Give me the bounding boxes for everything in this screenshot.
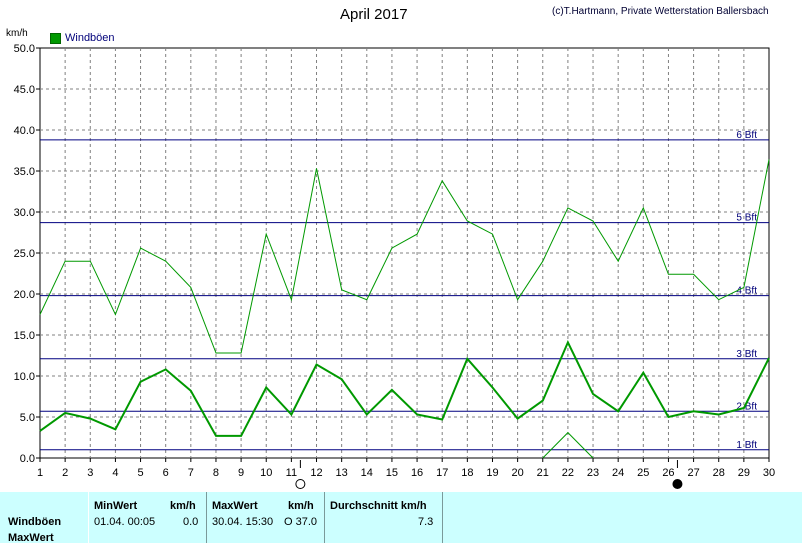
x-tick-label: 8 bbox=[213, 467, 219, 479]
wind-gust-chart: 0.0 5.0 10.0 15.0 20.0 25.0 30.0 35.0 40.0 45.0 50… bbox=[14, 43, 775, 489]
x-tick-label: 29 bbox=[738, 467, 750, 479]
x-tick-label: 3 bbox=[87, 467, 93, 479]
y-tick-label: 10.0 bbox=[14, 371, 35, 383]
beaufort-label: 6 Bft bbox=[736, 130, 757, 141]
series-line bbox=[39, 340, 770, 437]
x-tick-label: 2 bbox=[62, 467, 68, 479]
row-label-windboeen: Windböen bbox=[8, 516, 62, 528]
column-divider bbox=[88, 492, 89, 543]
x-tick-label: 14 bbox=[361, 467, 373, 479]
max-header: MaxWert bbox=[212, 500, 258, 512]
x-tick-label: 17 bbox=[436, 467, 448, 479]
max-unit: km/h bbox=[288, 500, 314, 512]
x-tick-label: 15 bbox=[386, 467, 398, 479]
x-tick-label: 23 bbox=[587, 467, 599, 479]
y-tick-label: 35.0 bbox=[14, 166, 35, 178]
y-tick-label: 15.0 bbox=[14, 330, 35, 342]
legend-label: Windböen bbox=[65, 32, 115, 44]
legend-swatch bbox=[50, 32, 61, 44]
max-datetime: 30.04. 15:30 bbox=[212, 516, 274, 528]
series-line bbox=[39, 159, 770, 354]
avg-value: 7.3 bbox=[418, 516, 434, 528]
x-tick-label: 26 bbox=[662, 467, 674, 479]
x-tick-label: 11 bbox=[286, 467, 297, 479]
avg-header: Durchschnitt km/h bbox=[330, 500, 427, 512]
summary-panel: Windböen MaxWert MinWert km/h 01.04. 00:… bbox=[0, 492, 802, 544]
x-tick-label: 20 bbox=[511, 467, 523, 479]
y-tick-label: 0.0 bbox=[20, 453, 35, 465]
x-tick-label: 30 bbox=[763, 467, 775, 479]
beaufort-label: 3 Bft bbox=[736, 349, 757, 360]
y-tick-label: 50.0 bbox=[14, 43, 35, 55]
column-divider bbox=[324, 492, 325, 543]
y-tick-label: 30.0 bbox=[14, 207, 35, 219]
x-tick-label: 16 bbox=[411, 467, 423, 479]
beaufort-label: 2 Bft bbox=[736, 401, 757, 412]
y-tick-label: 45.0 bbox=[14, 84, 35, 96]
x-tick-label: 24 bbox=[612, 467, 624, 479]
beaufort-label: 4 Bft bbox=[736, 286, 757, 297]
x-tick-label: 18 bbox=[461, 467, 473, 479]
x-tick-label: 27 bbox=[687, 467, 699, 479]
row-label-maxwert: MaxWert bbox=[8, 532, 54, 544]
legend: Windböen bbox=[50, 32, 115, 44]
x-tick-label: 13 bbox=[336, 467, 348, 479]
y-tick-label: 25.0 bbox=[14, 248, 35, 260]
x-tick-label: 19 bbox=[486, 467, 498, 479]
x-tick-label: 1 bbox=[37, 467, 43, 479]
min-value: 0.0 bbox=[183, 516, 199, 528]
y-axis-unit: km/h bbox=[6, 28, 28, 39]
beaufort-label: 1 Bft bbox=[736, 440, 757, 451]
x-tick-label: 7 bbox=[188, 467, 194, 479]
full-moon-icon bbox=[295, 479, 306, 489]
x-tick-label: 25 bbox=[637, 467, 649, 479]
x-tick-label: 5 bbox=[137, 467, 143, 479]
column-divider bbox=[206, 492, 207, 543]
x-tick-label: 12 bbox=[310, 467, 322, 479]
copyright-text: (c)T.Hartmann, Private Wetterstation Bal… bbox=[552, 6, 769, 17]
min-datetime: 01.04. 00:05 bbox=[94, 516, 156, 528]
column-divider bbox=[442, 492, 443, 543]
y-tick-label: 40.0 bbox=[14, 125, 35, 137]
x-tick-label: 28 bbox=[713, 467, 725, 479]
new-moon-icon bbox=[672, 479, 683, 489]
x-tick-label: 10 bbox=[260, 467, 272, 479]
chart-title: April 2017 bbox=[340, 6, 408, 23]
x-tick-label: 9 bbox=[238, 467, 244, 479]
beaufort-label: 5 Bft bbox=[736, 213, 757, 224]
y-tick-label: 5.0 bbox=[20, 412, 35, 424]
y-tick-label: 20.0 bbox=[14, 289, 35, 301]
x-tick-label: 4 bbox=[112, 467, 118, 479]
max-value: O 37.0 bbox=[284, 516, 318, 528]
x-tick-label: 22 bbox=[562, 467, 574, 479]
x-tick-label: 21 bbox=[537, 467, 549, 479]
x-tick-label: 6 bbox=[163, 467, 169, 479]
min-header: MinWert bbox=[94, 500, 138, 512]
series-line bbox=[542, 431, 594, 459]
min-unit: km/h bbox=[170, 500, 196, 512]
